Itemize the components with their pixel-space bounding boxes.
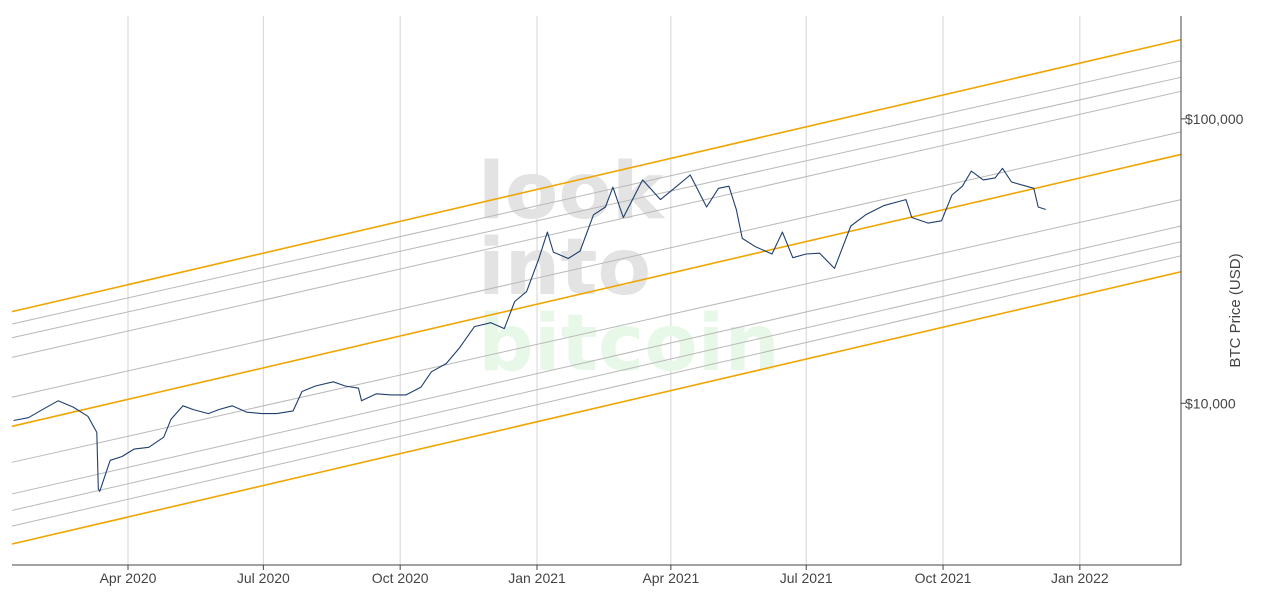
price-line[interactable] <box>13 167 1046 492</box>
watermark-look: look <box>478 147 666 237</box>
x-tick-label: Jul 2021 <box>780 570 833 586</box>
band-line-major <box>11 153 1182 428</box>
y-tick-label: $10,000 <box>1185 395 1236 411</box>
price-series[interactable] <box>13 167 1046 492</box>
band-line-major <box>11 38 1182 313</box>
band-line-minor <box>11 131 1182 398</box>
y-tick-label: $100,000 <box>1185 111 1244 127</box>
y-axis-title: BTC Price (USD) <box>1227 253 1244 367</box>
band-line-minor <box>11 225 1182 495</box>
band-line-minor <box>11 241 1182 511</box>
band-line-minor <box>11 255 1182 527</box>
x-tick-label: Apr 2021 <box>642 570 699 586</box>
x-axis-ticks: Apr 2020 Jul 2020 Oct 2020 Jan 2021 Apr 2021… <box>100 565 1109 586</box>
band-line-minor <box>11 76 1182 339</box>
x-tick-label: Oct 2021 <box>915 570 972 586</box>
y-axis-ticks: $10,000 $100,000 <box>1181 111 1244 411</box>
x-tick-label: Jan 2022 <box>1051 570 1109 586</box>
band-line-minor <box>11 90 1182 358</box>
band-line-major <box>11 270 1182 545</box>
watermark-bitcoin: bitcoin <box>478 299 780 389</box>
band-line-minor <box>11 199 1182 463</box>
vertical-gridlines <box>127 16 1081 565</box>
x-tick-label: Apr 2020 <box>100 570 157 586</box>
band-line-minor <box>11 60 1182 325</box>
x-tick-label: Jul 2020 <box>237 570 290 586</box>
x-tick-label: Jan 2021 <box>508 570 566 586</box>
x-tick-label: Oct 2020 <box>372 570 429 586</box>
rainbow-bands <box>11 38 1182 545</box>
